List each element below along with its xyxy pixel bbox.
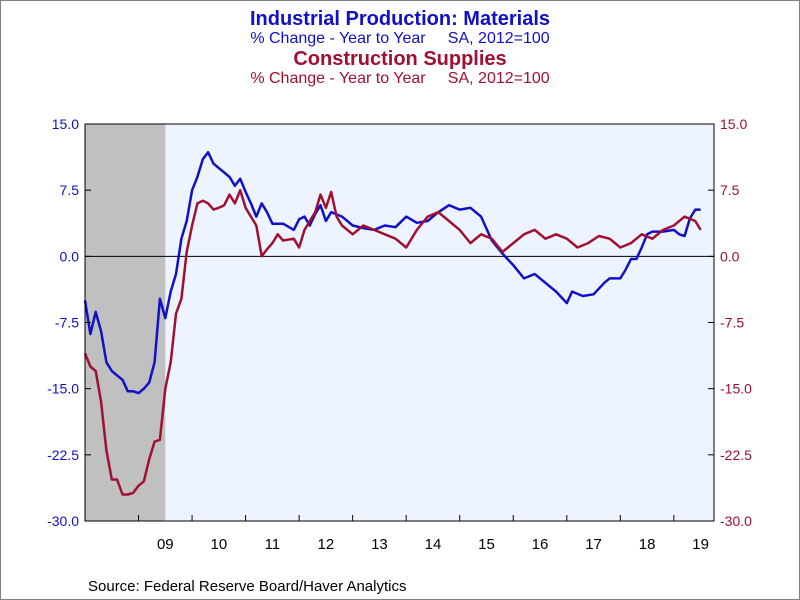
x-tick-label: 09: [157, 536, 174, 553]
x-tick-label: 19: [692, 536, 709, 553]
y-tick-label-left: -15.0: [47, 381, 79, 397]
y-tick-label-right: -22.5: [720, 447, 752, 463]
x-tick-label: 11: [265, 536, 281, 553]
y-tick-label-right: 15.0: [720, 116, 747, 132]
y-tick-label-right: 7.5: [720, 182, 740, 198]
y-tick-label-left: -7.5: [55, 315, 79, 331]
x-tick-label: 16: [532, 536, 549, 553]
y-tick-label-left: 15.0: [52, 116, 79, 132]
y-tick-label-right: -30.0: [720, 513, 752, 529]
y-tick-label-left: -22.5: [47, 447, 79, 463]
x-tick-label: 17: [585, 536, 602, 553]
subtitle-construction: % Change - Year to Year SA, 2012=100: [250, 70, 550, 87]
x-tick-label: 13: [371, 536, 388, 553]
x-tick-label: 12: [318, 536, 335, 553]
y-tick-label-left: 7.5: [60, 182, 80, 198]
y-tick-label-left: -30.0: [47, 513, 79, 529]
y-tick-label-left: 0.0: [60, 248, 80, 264]
series-line-materials: [83, 150, 701, 395]
y-tick-label-right: -7.5: [720, 315, 744, 331]
x-tick-label: 18: [639, 536, 656, 553]
series-line-construction: [83, 188, 702, 496]
y-tick-label-right: 0.0: [720, 248, 740, 264]
title-materials: Industrial Production: Materials: [249, 8, 551, 30]
chart-titles: Industrial Production: Materials % Chang…: [0, 8, 800, 88]
plot-area: [85, 124, 714, 521]
title-construction: Construction Supplies: [293, 48, 507, 70]
recession-shading: [85, 124, 166, 521]
x-tick-label: 14: [425, 536, 442, 553]
y-tick-label-right: -15.0: [720, 381, 752, 397]
x-tick-label: 10: [210, 536, 227, 553]
source-note: Source: Federal Reserve Board/Haver Anal…: [88, 578, 407, 595]
subtitle-materials: % Change - Year to Year SA, 2012=100: [250, 30, 550, 47]
x-tick-label: 15: [478, 536, 495, 553]
